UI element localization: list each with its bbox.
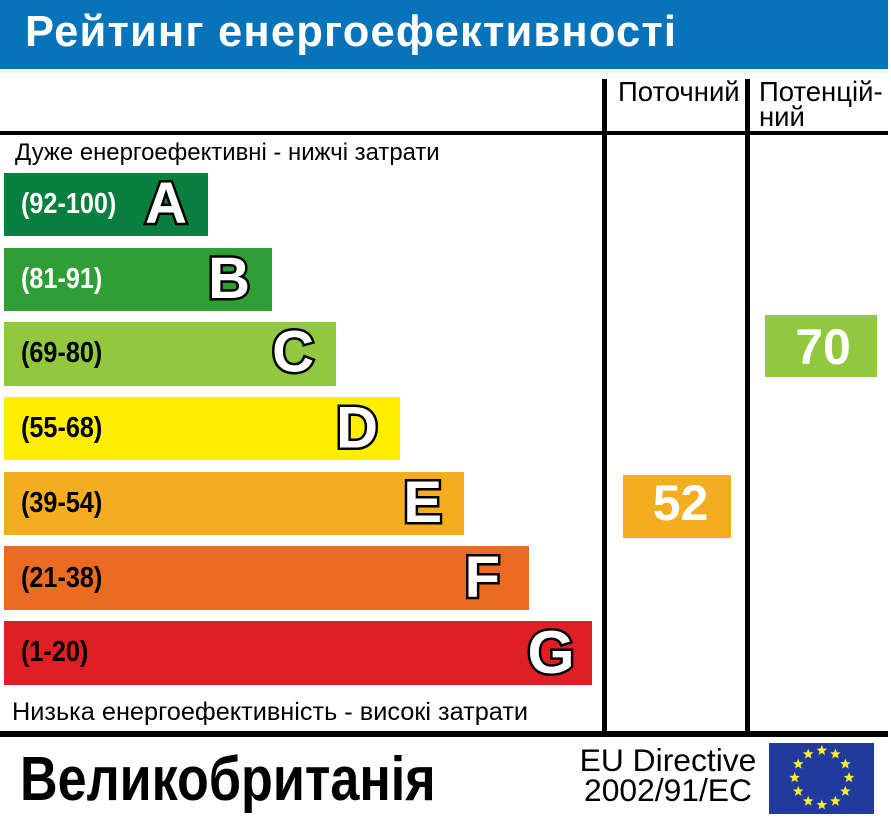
- svg-text:E: E: [403, 470, 442, 535]
- svg-text:A: A: [145, 171, 187, 236]
- svg-text:D: D: [336, 396, 378, 461]
- svg-text:C: C: [272, 320, 314, 385]
- svg-text:G: G: [527, 618, 574, 686]
- svg-text:F: F: [465, 545, 500, 610]
- svg-text:B: B: [208, 246, 250, 311]
